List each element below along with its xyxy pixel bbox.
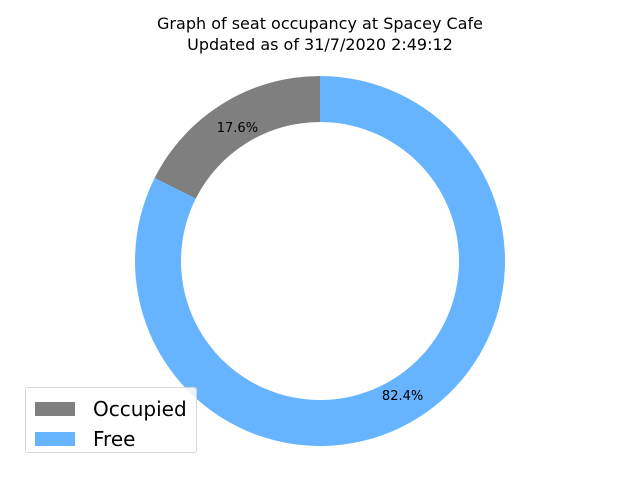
legend-swatch-occupied — [35, 402, 75, 416]
legend-label-free: Free — [93, 427, 136, 451]
legend-item-free: Free — [34, 424, 188, 454]
slice-label-free: 82.4% — [382, 389, 423, 404]
chart-title: Graph of seat occupancy at Spacey Cafe — [157, 14, 483, 33]
chart-legend: Occupied Free — [25, 387, 197, 453]
slice-label-occupied: 17.6% — [217, 121, 258, 136]
legend-label-occupied: Occupied — [93, 397, 187, 421]
slice-labels: 17.6% 82.4% — [217, 121, 423, 404]
chart-subtitle: Updated as of 31/7/2020 2:49:12 — [187, 35, 453, 54]
slice-occupied — [154, 76, 320, 199]
legend-item-occupied: Occupied — [34, 394, 188, 424]
legend-swatch-free — [35, 432, 75, 446]
donut-slices — [135, 76, 506, 446]
